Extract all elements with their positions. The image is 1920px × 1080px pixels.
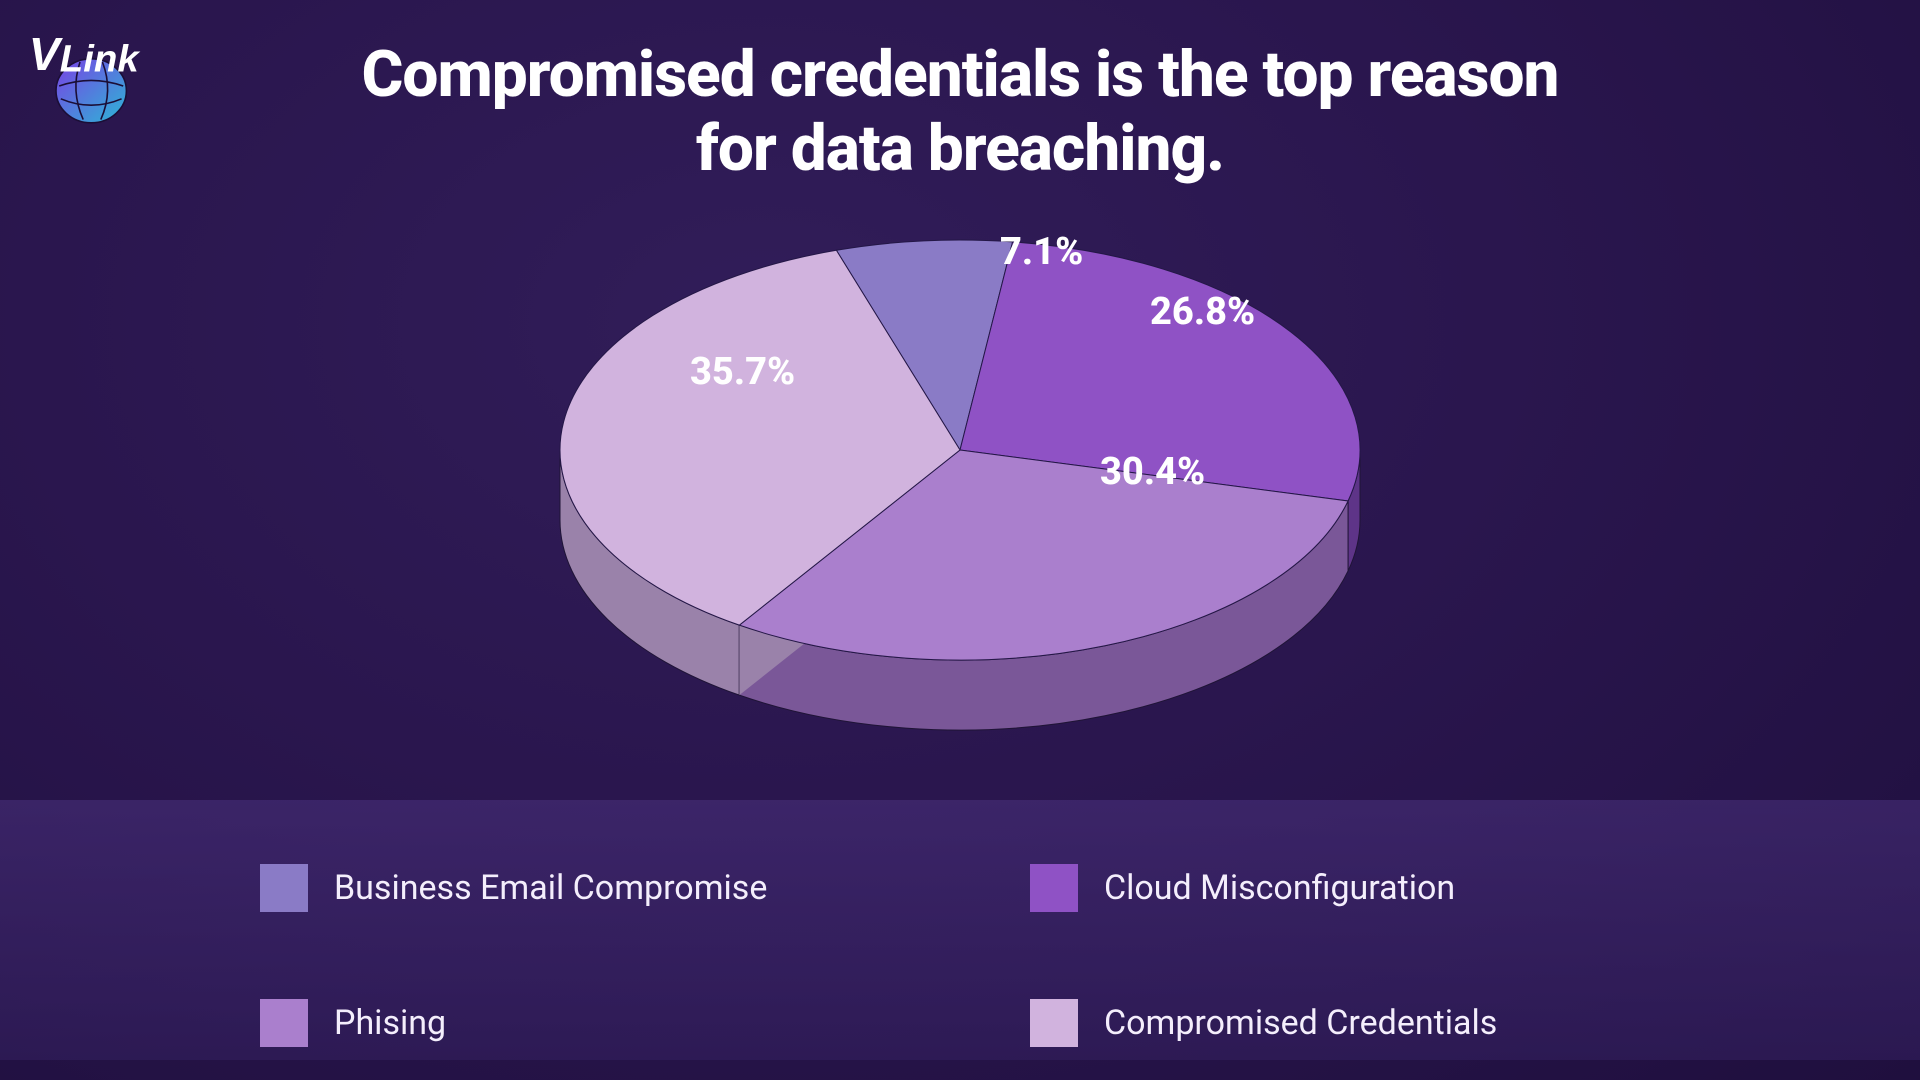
pie-label-cloud_misconfiguration: 26.8% — [1150, 290, 1255, 334]
legend: Business Email Compromise Cloud Misconfi… — [0, 800, 1920, 1060]
title-line-2: for data breaching. — [696, 111, 1224, 186]
legend-label: Business Email Compromise — [334, 868, 767, 908]
legend-label: Phising — [334, 1003, 446, 1043]
pie-label-phising: 30.4% — [1100, 450, 1205, 494]
legend-swatch — [260, 999, 308, 1047]
legend-item-cloud-misconfig: Cloud Misconfiguration — [1030, 850, 1660, 925]
legend-label: Cloud Misconfiguration — [1104, 868, 1455, 908]
legend-label: Compromised Credentials — [1104, 1003, 1497, 1043]
legend-item-compromised-creds: Compromised Credentials — [1030, 985, 1660, 1060]
legend-swatch — [1030, 999, 1078, 1047]
page-title: Compromised credentials is the top reaso… — [0, 38, 1920, 185]
pie-label-compromised_credentials: 35.7% — [690, 350, 795, 394]
legend-item-business-email: Business Email Compromise — [260, 850, 890, 925]
pie-chart-3d: 7.1% 26.8% 30.4% 35.7% — [510, 220, 1410, 740]
pie-chart-svg — [510, 220, 1410, 740]
pie-label-business_email_compromise: 7.1% — [1000, 230, 1083, 274]
title-line-1: Compromised credentials is the top reaso… — [361, 37, 1558, 112]
legend-item-phising: Phising — [260, 985, 890, 1060]
legend-swatch — [1030, 864, 1078, 912]
legend-swatch — [260, 864, 308, 912]
